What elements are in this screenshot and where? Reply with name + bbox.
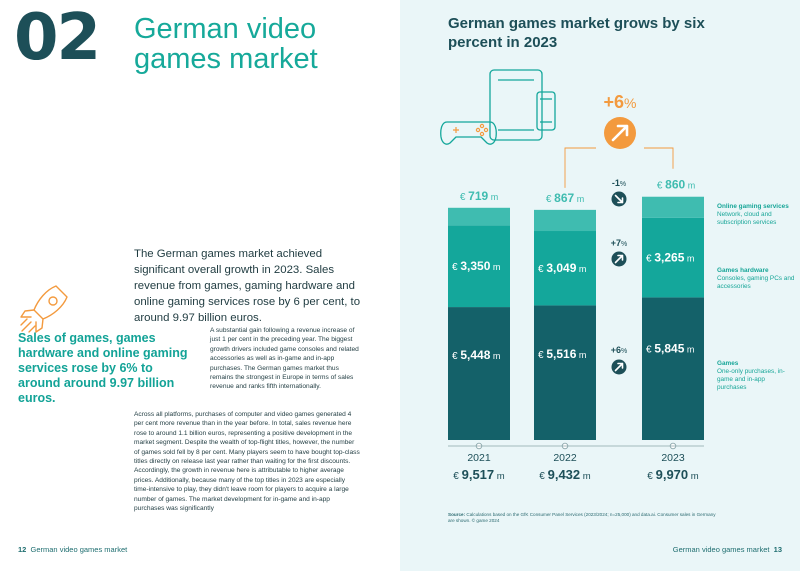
value-label-games-2023: € 5,845 m: [646, 342, 694, 356]
phone-icon: [536, 91, 556, 131]
change-label-hardware: +7%: [611, 238, 628, 248]
bar-hardware-2022: [534, 231, 596, 306]
right-page-label: German video games market: [672, 545, 770, 554]
total-label-2021: € 9,517 m: [453, 467, 505, 482]
year-label-2022: 2022: [553, 452, 577, 464]
growth-up-arrow-icon: [604, 117, 636, 149]
legend-hardware-name: Games hardware: [717, 267, 769, 274]
bar-games-2022: [534, 305, 596, 440]
value-label-games-2022: € 5,516 m: [538, 347, 586, 361]
source-text: Calculations based on the GfK Consumer P…: [448, 512, 716, 524]
bar-online-2023: [642, 196, 704, 218]
bar-games-2023: [642, 297, 704, 440]
legend-hardware: Games hardware Consoles, gaming PCs and …: [717, 267, 795, 291]
total-growth-label: +6%: [604, 92, 637, 112]
tablet-icon: [489, 69, 543, 141]
chapter-number: 02: [14, 1, 101, 75]
bar-games-2021: [448, 307, 510, 440]
total-label-2022: € 9,432 m: [539, 467, 591, 482]
gamepad-icon: [440, 121, 497, 145]
rocket-icon: [20, 285, 68, 333]
body-paragraph-2: Across all platforms, purchases of compu…: [134, 411, 360, 513]
bar-hardware-2023: [642, 217, 704, 298]
legend-games-desc: One-only purchases, in-game and in-app p…: [717, 368, 785, 391]
legend-online-name: Online gaming services: [717, 203, 789, 210]
value-label-online-2022: € 867 m: [546, 191, 584, 205]
left-page-footer: 12 German video games market: [18, 545, 127, 554]
chapter-title-line2: games market: [134, 43, 318, 75]
legend-online: Online gaming services Network, cloud an…: [717, 203, 795, 227]
source-label: Source:: [448, 512, 466, 517]
value-label-hardware-2021: € 3,350 m: [452, 259, 500, 273]
arrow-down-right-icon: [611, 191, 627, 207]
left-page-label: German video games market: [30, 545, 128, 554]
value-label-games-2021: € 5,448 m: [452, 348, 500, 362]
left-page-number: 12: [18, 545, 27, 554]
arrow-up-right-icon: [611, 359, 627, 375]
legend-online-desc: Network, cloud and subscription services: [717, 211, 777, 226]
legend-games: Games One-only purchases, in-game and in…: [717, 360, 795, 392]
bar-online-2022: [534, 209, 596, 232]
intro-paragraph: The German games market achieved signifi…: [134, 248, 361, 324]
bar-online-2021: [448, 207, 510, 226]
total-label-2023: € 9,970 m: [647, 467, 699, 482]
change-label-games: +6%: [611, 345, 628, 355]
year-label-2023: 2023: [661, 452, 685, 464]
arrow-up-right-icon: [611, 251, 627, 267]
legend-hardware-desc: Consoles, gaming PCs and accessories: [717, 275, 795, 290]
chart-title: German games market grows by six percent…: [448, 15, 705, 51]
year-label-2021: 2021: [467, 452, 491, 464]
bar-hardware-2021: [448, 225, 510, 308]
value-label-hardware-2022: € 3,049 m: [538, 261, 586, 275]
body-paragraph-1: A substantial gain following a revenue i…: [210, 327, 359, 391]
left-page: [0, 0, 400, 571]
value-label-online-2023: € 860 m: [657, 178, 695, 192]
change-label-online: -1%: [612, 178, 626, 188]
value-label-hardware-2023: € 3,265 m: [646, 251, 694, 265]
chapter-title: German video games market: [134, 14, 374, 74]
chapter-title-line1: German video: [134, 13, 317, 45]
legend-games-name: Games: [717, 360, 739, 367]
highlight-quote: Sales of games, games hardware and onlin…: [18, 331, 188, 405]
right-page-number: 13: [773, 545, 782, 554]
growth-connector: [564, 147, 674, 188]
right-page-footer: German video games market 13: [673, 545, 782, 554]
source-note: Source: Calculations based on the GfK Co…: [448, 512, 718, 525]
value-label-online-2021: € 719 m: [460, 189, 498, 203]
